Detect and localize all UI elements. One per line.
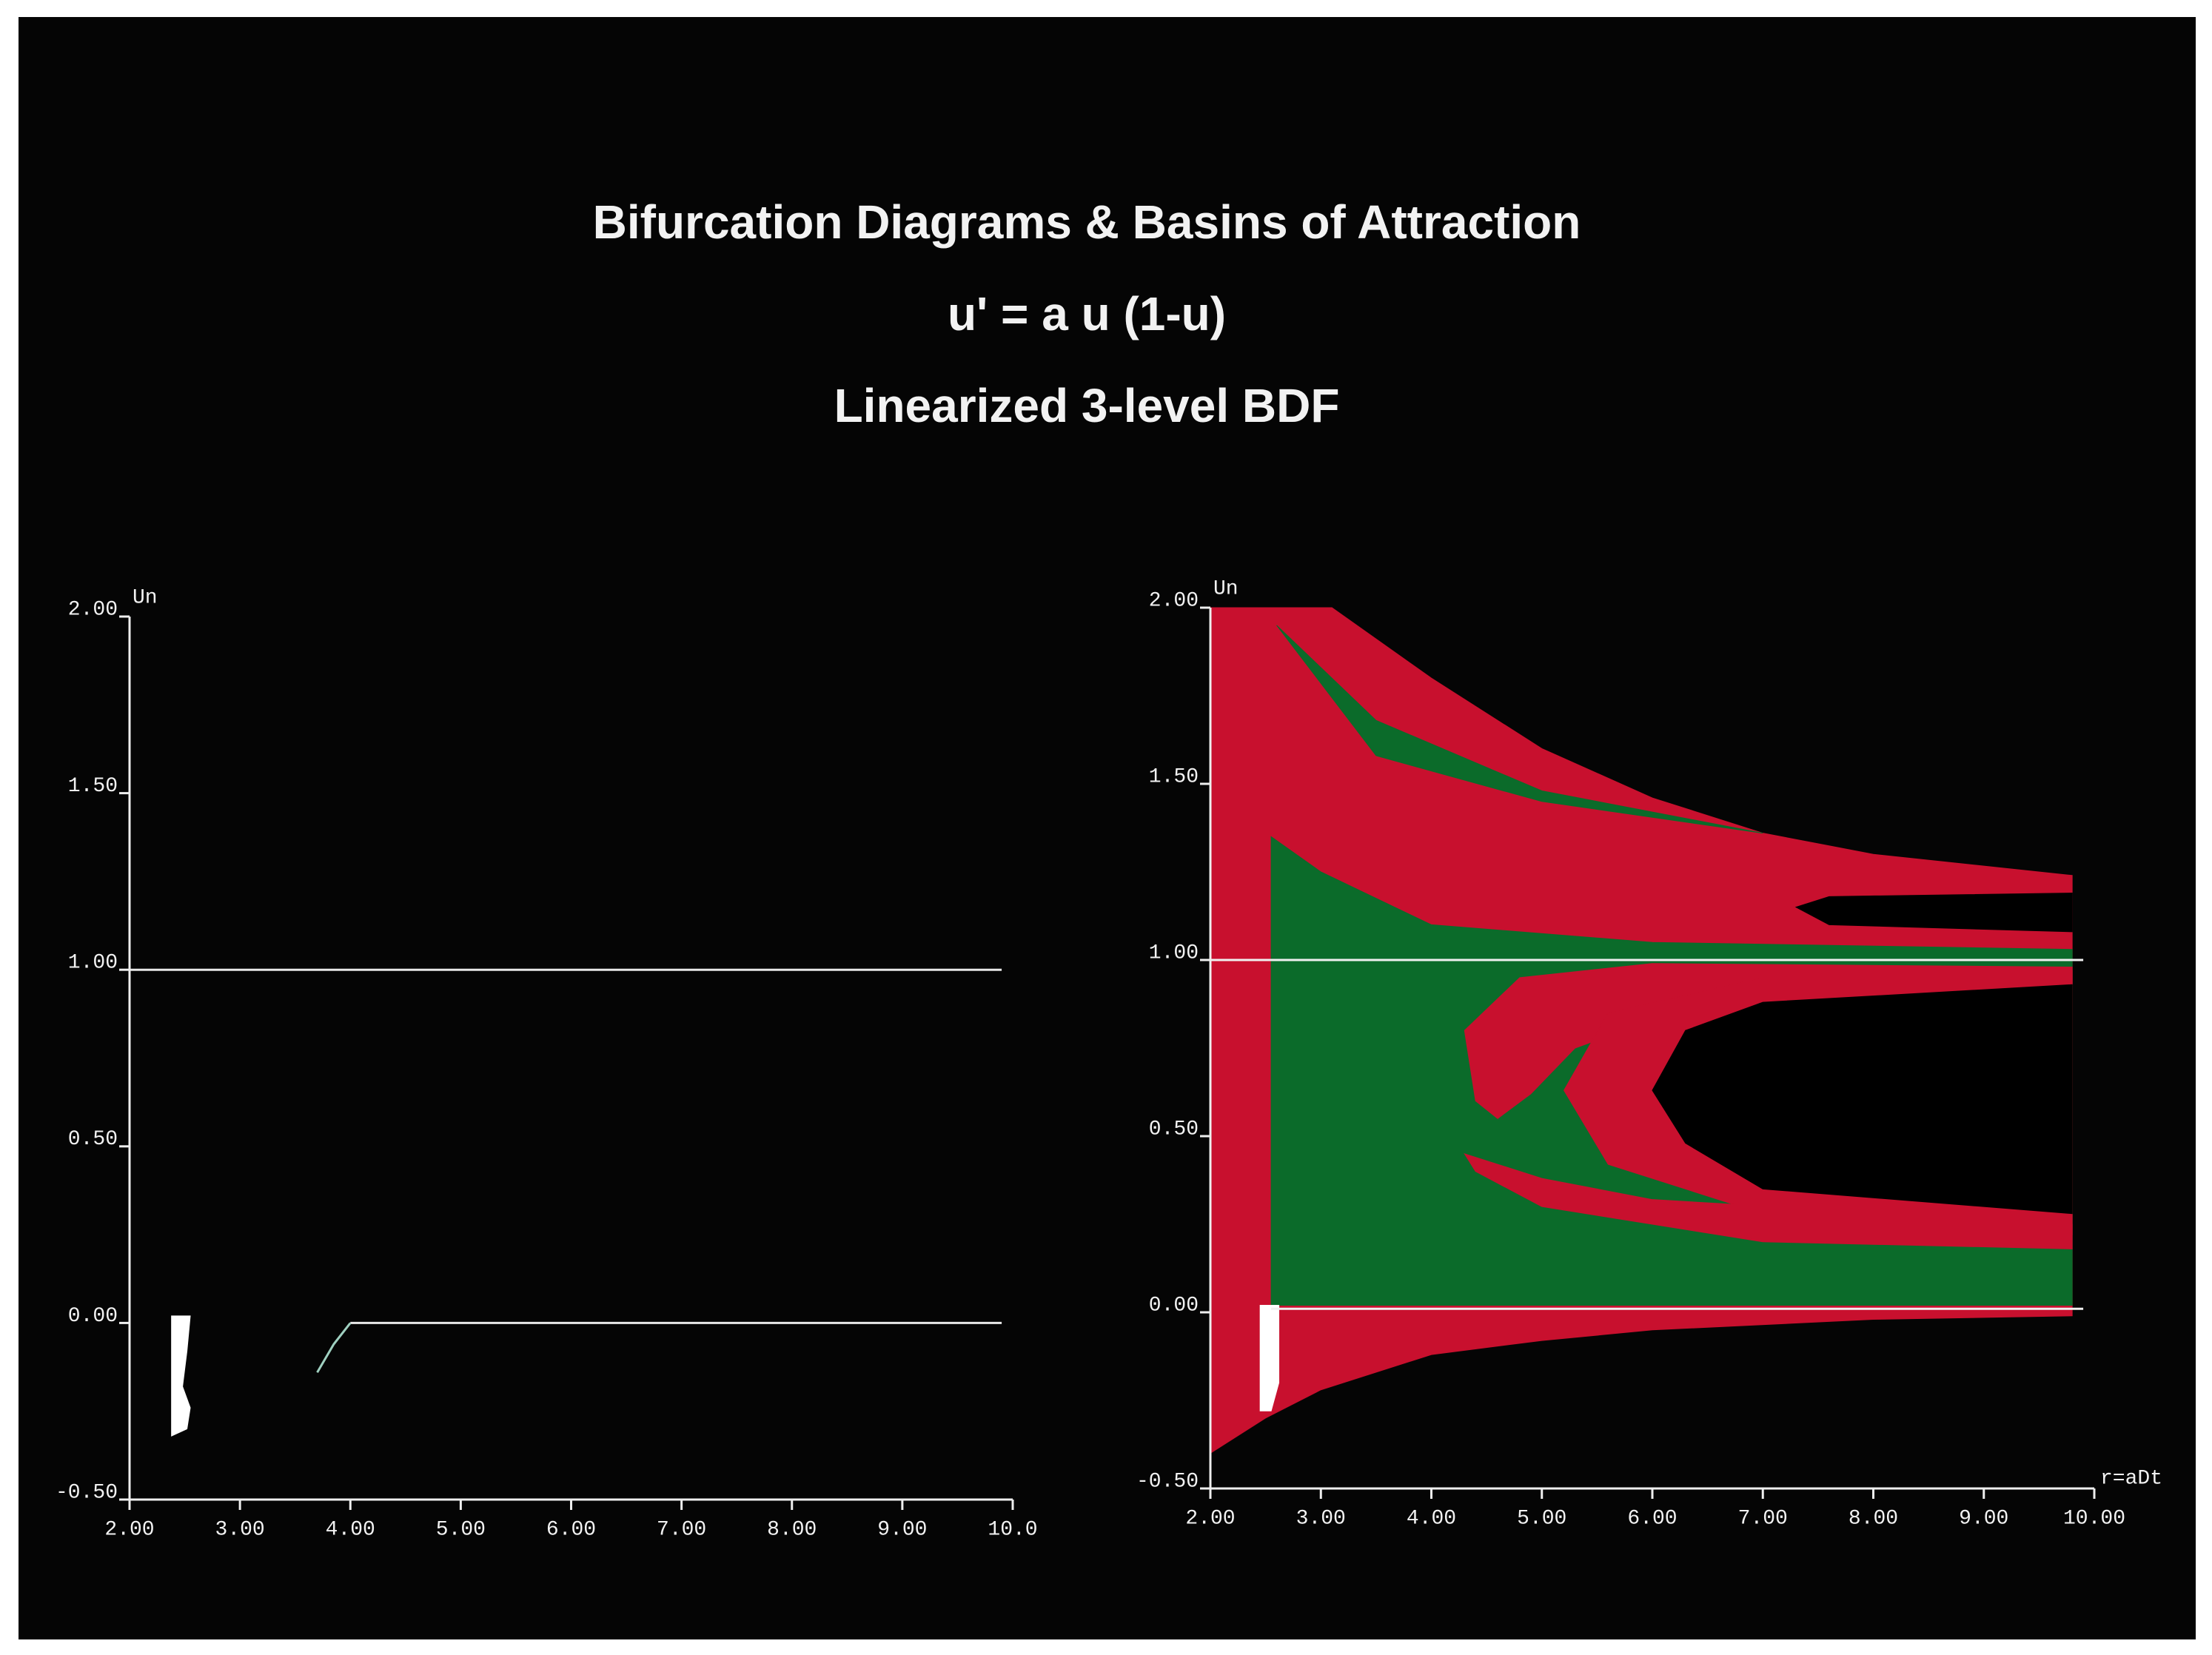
y-tick-label: 0.00 [1149, 1294, 1199, 1317]
y-tick-label: 1.00 [1149, 941, 1199, 964]
x-tick-label: 3.00 [215, 1518, 265, 1541]
x-tick-label: 7.00 [1738, 1507, 1788, 1530]
x-tick-label: 5.00 [436, 1518, 486, 1541]
region [1794, 893, 2073, 933]
y-tick-label: 1.50 [1149, 765, 1199, 788]
x-tick-label: 2.00 [1185, 1507, 1235, 1530]
x-tick-label: 5.00 [1517, 1507, 1566, 1530]
region [1276, 625, 1763, 834]
y-tick-label: 0.50 [1149, 1118, 1199, 1141]
y-tick-label: 0.50 [68, 1128, 118, 1151]
subtitle: u' = a u (1-u) [948, 287, 1226, 340]
x-tick-label: 8.00 [1849, 1507, 1898, 1530]
title: Bifurcation Diagrams & Basins of Attract… [593, 195, 1581, 249]
y-tick-label: -0.50 [56, 1481, 118, 1504]
x-tick-label: 4.00 [326, 1518, 375, 1541]
x-tick-label: 3.00 [1296, 1507, 1346, 1530]
x-tick-label: 2.00 [104, 1518, 154, 1541]
region [1259, 1304, 1280, 1411]
x-tick-label: 10.0 [988, 1518, 1037, 1541]
y-tick-label: 2.00 [68, 598, 118, 621]
x-tick-label: 6.00 [1627, 1507, 1677, 1530]
y-axis-label: Un [1213, 577, 1239, 600]
y-tick-label: -0.50 [1136, 1470, 1199, 1493]
y-tick-label: 1.50 [68, 775, 118, 798]
region [1464, 1152, 2073, 1249]
y-tick-label: 2.00 [1149, 589, 1199, 612]
subtitle: Linearized 3-level BDF [834, 379, 1340, 432]
y-tick-label: 1.00 [68, 952, 118, 975]
background [19, 17, 2196, 1639]
y-tick-label: 0.00 [68, 1305, 118, 1328]
region [1652, 984, 2073, 1215]
y-axis-label: Un [133, 586, 158, 609]
x-axis-label: r=aDt [2100, 1467, 2162, 1490]
x-tick-label: 10.00 [2063, 1507, 2125, 1530]
x-tick-label: 7.00 [657, 1518, 706, 1541]
x-tick-label: 9.00 [877, 1518, 927, 1541]
region [171, 1315, 191, 1437]
x-tick-label: 6.00 [546, 1518, 596, 1541]
x-tick-label: 9.00 [1959, 1507, 2008, 1530]
x-tick-label: 4.00 [1407, 1507, 1456, 1530]
x-tick-label: 8.00 [767, 1518, 817, 1541]
curve [316, 1322, 352, 1373]
